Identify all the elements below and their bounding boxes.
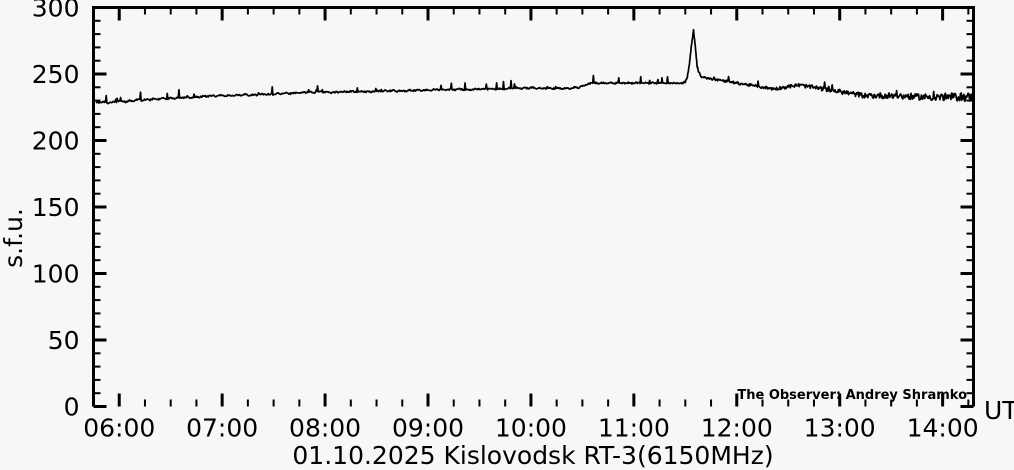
x-axis-unit-label: UT [984,396,1014,425]
x-tick-label: 07:00 [186,414,258,443]
y-tick-label: 300 [32,0,80,23]
x-axis-major-ticks [117,7,945,407]
y-tick-label: 0 [64,393,80,422]
y-axis-title: s.f.u. [0,208,28,268]
y-tick-label: 200 [32,127,80,156]
x-tick-label: 06:00 [83,414,155,443]
observer-credit: The Observer: Andrey Shramko [737,388,967,403]
flux-trace [95,28,975,105]
x-tick-label: 12:00 [701,414,773,443]
x-tick-label: 10:00 [495,414,567,443]
x-tick-label: 13:00 [804,414,876,443]
y-tick-label: 50 [48,326,80,355]
plot-frame [92,6,975,407]
x-tick-label: 11:00 [598,414,670,443]
y-tick-label: 100 [32,260,80,289]
chart-title: 01.10.2025 Kislovodsk RT-3(6150MHz) [292,441,773,470]
x-axis-tick-labels: 06:00 07:00 08:00 09:00 10:00 11:00 12:00 13:00… [83,414,978,443]
y-tick-label: 150 [32,193,80,222]
y-axis-tick-labels: 0 50 100 150 200 250 300 [32,0,80,422]
x-tick-label: 09:00 [392,414,464,443]
x-tick-label: 08:00 [289,414,361,443]
y-tick-label: 250 [32,60,80,89]
x-tick-label: 14:00 [907,414,979,443]
